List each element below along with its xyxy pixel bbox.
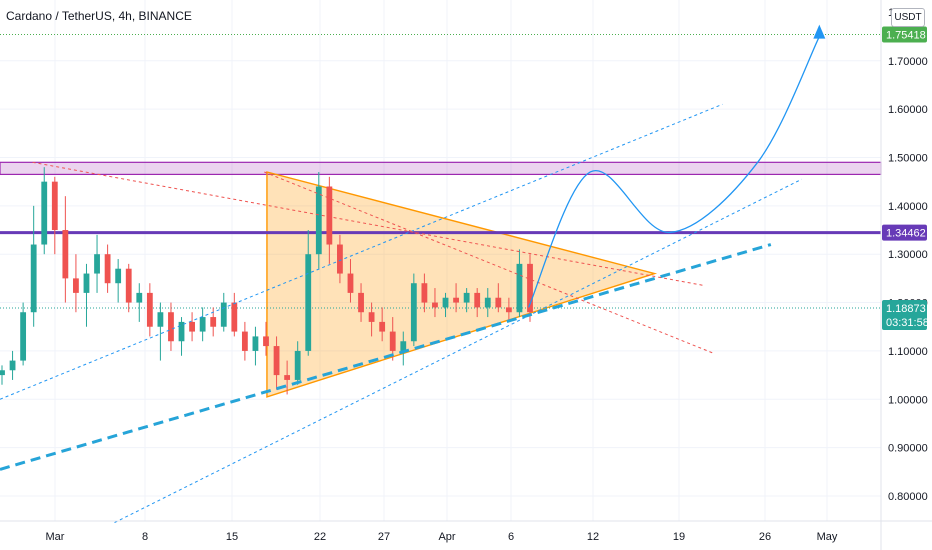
price-tick-label: 1.30000: [888, 249, 928, 261]
candle-body: [505, 307, 512, 313]
candle-body: [104, 254, 111, 284]
candle-body: [252, 336, 259, 351]
price-tick-label: 0.90000: [888, 443, 928, 455]
candle-body: [263, 336, 269, 347]
time-tick-label: May: [817, 531, 838, 543]
candle-body: [0, 370, 5, 376]
candle-body: [421, 283, 428, 303]
candle-body: [347, 273, 354, 293]
price-tick-label: 1.00000: [888, 394, 928, 406]
candle-body: [20, 312, 27, 361]
candle-body: [30, 244, 37, 313]
candle-body: [168, 312, 174, 342]
candle-body: [337, 244, 343, 274]
triangle-shape: [266, 171, 658, 398]
candle-body: [294, 350, 301, 380]
candle-body: [358, 292, 364, 313]
target-price-badge: [882, 26, 927, 43]
candle-body: [62, 230, 69, 279]
time-tick-label: 8: [142, 531, 148, 543]
price-tick-label: 1.70000: [888, 56, 928, 68]
candle-body: [189, 321, 195, 332]
candle-body: [527, 263, 533, 313]
time-tick-label: 15: [226, 531, 238, 543]
candle-body: [9, 360, 16, 371]
candle-body: [463, 292, 470, 303]
candle-body: [41, 181, 48, 245]
candles: [0, 167, 533, 395]
candle-body: [305, 254, 312, 351]
candle-body: [379, 321, 386, 332]
upper-channel: [0, 103, 723, 400]
candle-body: [273, 346, 280, 376]
price-labels: 1.75418 1.34462 1.18873 03:31:58: [882, 26, 929, 331]
time-tick-label: Mar: [46, 531, 65, 543]
candle-body: [51, 181, 58, 231]
candle-body: [368, 312, 375, 322]
last-price-text: 1.18873: [886, 303, 926, 315]
time-tick-label: 27: [378, 531, 390, 543]
quote-currency-badge[interactable]: USDT: [891, 8, 925, 27]
symbol-title[interactable]: Cardano / TetherUS, 4h, BINANCE: [6, 9, 192, 23]
candle-body: [157, 312, 164, 327]
candle-body: [220, 302, 227, 327]
time-tick-label: 6: [508, 531, 514, 543]
candle-body: [94, 254, 100, 274]
descending-resistance-2: [264, 171, 714, 354]
candle-body: [432, 302, 438, 308]
candle-body: [474, 292, 481, 308]
candle-body: [484, 297, 491, 308]
price-axis[interactable]: 0.800000.900001.000001.100001.200001.300…: [880, 0, 928, 550]
time-axis[interactable]: Mar 8 15 22 27 Apr 6 12 19 26 May: [0, 520, 932, 543]
time-tick-label: 19: [673, 531, 685, 543]
projection-arrowhead: [813, 24, 826, 39]
time-tick-label: 26: [759, 531, 771, 543]
price-tick-label: 0.80000: [888, 491, 928, 503]
candle-body: [516, 263, 523, 313]
target-price-text: 1.75418: [886, 30, 926, 42]
candle-body: [210, 317, 217, 327]
candle-body: [83, 273, 90, 293]
price-tick-label: 1.50000: [888, 152, 928, 164]
projection: [528, 24, 826, 308]
time-tick-label: 22: [314, 531, 326, 543]
candle-body: [241, 331, 248, 351]
projection-curve: [528, 36, 820, 308]
candle-body: [410, 283, 417, 342]
candle-body: [400, 341, 407, 351]
last-price-badge: [882, 300, 927, 331]
resistance-price-badge: [882, 224, 927, 241]
price-tick-label: 1.40000: [888, 201, 928, 213]
bar-countdown: 03:31:58: [886, 317, 929, 329]
grid: [0, 0, 881, 521]
candle-body: [453, 297, 459, 303]
trendline-support: [0, 243, 772, 471]
candle-body: [115, 268, 122, 284]
price-tick-label: 1.60000: [888, 104, 928, 116]
candle-body: [136, 292, 143, 303]
candle-body: [315, 186, 322, 255]
candle-body: [73, 278, 79, 293]
candle-body: [178, 321, 185, 342]
resistance-price-text: 1.34462: [886, 228, 926, 240]
lower-channel: [114, 178, 802, 524]
horizontal-lines: [0, 34, 881, 309]
candle-body: [231, 302, 238, 332]
time-tick-label: Apr: [438, 531, 455, 543]
price-tick-label: 1.10000: [888, 346, 928, 358]
candle-body: [125, 268, 132, 303]
time-tick-label: 12: [587, 531, 599, 543]
candle-body: [389, 331, 396, 351]
triangle-pattern: [266, 171, 658, 398]
candle-body: [284, 375, 291, 380]
candle-body: [199, 317, 206, 332]
candle-body: [146, 292, 153, 327]
candle-body: [326, 186, 333, 245]
trend-lines: [0, 103, 802, 524]
candle-body: [442, 297, 449, 308]
candle-body: [495, 297, 502, 308]
